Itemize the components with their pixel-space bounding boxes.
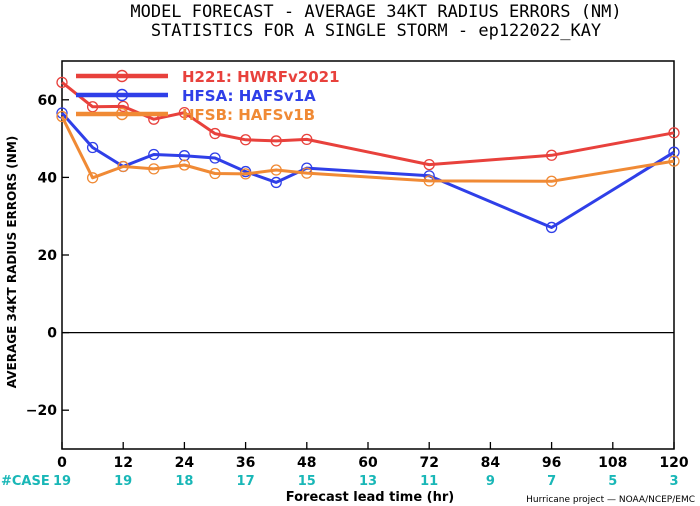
case-count: 19 <box>53 474 71 489</box>
chart-title: MODEL FORECAST - AVERAGE 34KT RADIUS ERR… <box>130 2 621 22</box>
x-tick-label: 108 <box>598 455 627 471</box>
x-tick-label: 120 <box>659 455 688 471</box>
y-axis-label: AVERAGE 34KT RADIUS ERRORS (NM) <box>5 136 19 388</box>
data-point <box>545 221 558 234</box>
legend-entry-3: HFSB: HAFSv1B <box>76 106 315 124</box>
data-point <box>148 148 160 161</box>
x-tick-label: 48 <box>297 455 316 471</box>
data-point <box>148 163 160 175</box>
x-tick-label: 24 <box>175 455 195 471</box>
chart-subtitle: STATISTICS FOR A SINGLE STORM - ep122022… <box>151 21 601 41</box>
legend-entry-2: HFSA: HAFSv1A <box>76 87 316 105</box>
data-point <box>423 175 435 187</box>
case-count: 9 <box>486 474 495 489</box>
x-tick-label: 72 <box>419 455 438 471</box>
x-axis-label: Forecast lead time (hr) <box>286 490 454 505</box>
case-count: 5 <box>608 474 617 489</box>
data-point <box>423 158 435 171</box>
legend-label: HFSB: HAFSv1B <box>182 106 315 124</box>
x-tick-label: 60 <box>358 455 378 471</box>
data-point <box>86 172 99 184</box>
series-layer <box>56 76 680 234</box>
x-tick-label: 0 <box>57 455 67 471</box>
case-count: 11 <box>420 474 438 489</box>
data-point <box>117 160 129 173</box>
series-2 <box>56 107 680 234</box>
y-tick-label: −20 <box>26 403 57 419</box>
legend-entry-1: H221: HWRFv2021 <box>76 68 340 86</box>
data-point <box>270 135 282 147</box>
case-count: 3 <box>669 474 678 489</box>
data-point <box>668 146 680 158</box>
case-label: #CASE <box>1 474 50 489</box>
data-point <box>545 149 558 161</box>
y-tick-label: 40 <box>38 170 58 186</box>
case-count: 7 <box>547 474 556 489</box>
data-point <box>668 155 680 167</box>
x-tick-label: 12 <box>113 455 132 471</box>
data-point <box>117 100 129 113</box>
data-point <box>301 133 313 146</box>
y-tick-label: 20 <box>38 248 58 264</box>
case-count: 19 <box>114 474 132 489</box>
legend-label: H221: HWRFv2021 <box>182 68 340 86</box>
data-point <box>239 168 252 180</box>
case-count: 18 <box>175 474 193 489</box>
data-point <box>178 150 191 162</box>
legend-marker <box>115 69 129 83</box>
legend-marker <box>115 107 129 121</box>
legend-marker <box>115 88 129 102</box>
series-line <box>60 112 675 229</box>
y-tick-label: 0 <box>47 326 57 342</box>
data-point <box>270 176 282 189</box>
data-point <box>178 106 191 119</box>
y-tick-label: 60 <box>38 93 58 109</box>
axes: 0 12 24 36 48 60 72 84 96 108 120 −20 0 20 40 60 19 19 18 1… <box>26 93 689 489</box>
data-point <box>178 159 191 171</box>
legend-label: HFSA: HAFSv1A <box>182 87 316 105</box>
data-point <box>86 141 99 154</box>
data-point <box>668 127 680 139</box>
credit-text: Hurricane project — NOAA/NCEP/EMC <box>526 495 695 505</box>
case-count: 15 <box>298 474 316 489</box>
series-3 <box>56 110 680 187</box>
x-tick-label: 96 <box>542 455 561 471</box>
case-count: 13 <box>359 474 377 489</box>
data-point <box>209 127 221 140</box>
data-point <box>209 152 221 164</box>
x-tick-label: 84 <box>481 455 501 471</box>
data-point <box>209 167 221 180</box>
data-point <box>545 175 558 187</box>
data-point <box>270 164 282 176</box>
case-count: 17 <box>237 474 255 489</box>
data-point <box>301 167 313 179</box>
x-tick-label: 36 <box>236 455 255 471</box>
data-point <box>56 110 68 123</box>
data-point <box>56 76 68 88</box>
data-point <box>239 134 252 146</box>
